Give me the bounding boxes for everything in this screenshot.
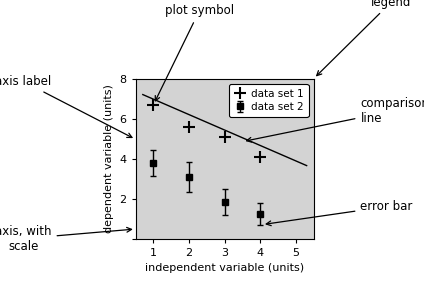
X-axis label: independent variable (units): independent variable (units) [145, 263, 304, 273]
Text: axis label: axis label [0, 75, 132, 137]
data set 1 [222, 135, 227, 138]
Text: plot symbol: plot symbol [155, 4, 234, 101]
Line: data set 1: data set 1 [148, 99, 266, 162]
Text: error bar: error bar [266, 200, 413, 226]
Text: axis, with
scale: axis, with scale [0, 225, 131, 253]
data set 1 [151, 103, 156, 106]
Text: comparison
line: comparison line [247, 97, 424, 142]
Y-axis label: dependent variable (units): dependent variable (units) [104, 84, 114, 233]
data set 1 [187, 125, 192, 128]
Text: legend: legend [317, 0, 411, 76]
data set 1 [258, 155, 263, 158]
Legend: data set 1, data set 2: data set 1, data set 2 [229, 84, 309, 117]
